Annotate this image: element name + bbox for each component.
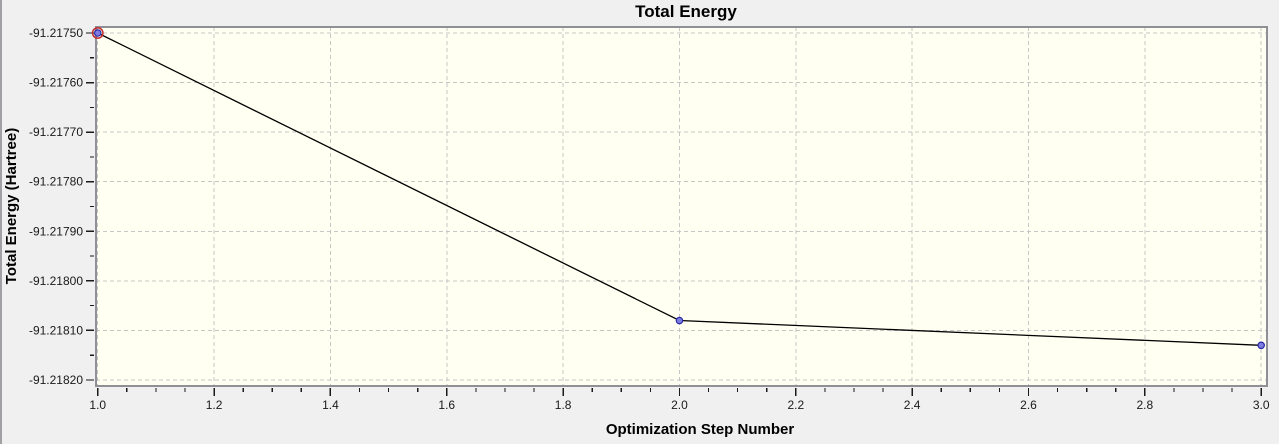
x-tick-label: 1.4 — [322, 398, 339, 412]
y-tick-label: -91.21750 — [29, 26, 83, 40]
x-tick-label: 2.4 — [904, 398, 921, 412]
y-tick-label: -91.21760 — [29, 76, 83, 90]
window-left-edge — [0, 0, 2, 444]
x-tick-label: 2.8 — [1136, 398, 1153, 412]
x-tick-label: 2.6 — [1020, 398, 1037, 412]
y-tick-label: -91.21800 — [29, 274, 83, 288]
x-tick-label: 3.0 — [1253, 398, 1270, 412]
y-axis-label: Total Energy (Hartree) — [3, 128, 20, 284]
chart-title: Total Energy — [635, 2, 737, 21]
selected-point-ring — [91, 27, 104, 39]
x-tick-label: 1.2 — [206, 398, 223, 412]
y-tick-label: -91.21780 — [29, 175, 83, 189]
data-point[interactable] — [1257, 341, 1265, 350]
x-tick-label: 2.2 — [787, 398, 804, 412]
data-point[interactable] — [93, 29, 102, 37]
x-tick-label: 2.0 — [671, 398, 688, 412]
y-tick-label: -91.21790 — [29, 224, 83, 238]
x-tick-label: 1.0 — [89, 398, 106, 412]
y-tick-label: -91.21770 — [29, 125, 83, 139]
y-tick-label: -91.21810 — [29, 323, 83, 337]
data-point[interactable] — [675, 316, 684, 325]
x-tick-label: 1.8 — [555, 398, 572, 412]
plot-area[interactable] — [96, 27, 1267, 386]
plot-border — [95, 26, 1268, 387]
x-tick-label: 1.6 — [438, 398, 455, 412]
x-axis-label: Optimization Step Number — [606, 421, 795, 438]
y-tick-label: -91.21820 — [29, 373, 83, 387]
